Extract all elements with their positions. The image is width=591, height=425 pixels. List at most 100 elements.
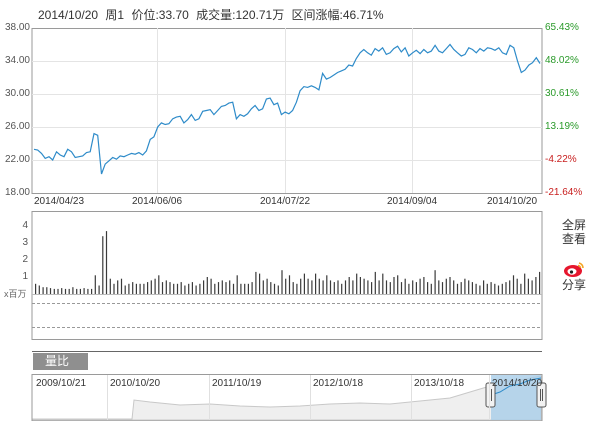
volume-bar <box>434 270 436 294</box>
volume-bar <box>505 282 507 294</box>
volume-bar <box>42 287 44 294</box>
volume-bar <box>348 277 350 294</box>
volume-bar <box>169 282 171 294</box>
volume-bar <box>415 282 417 294</box>
volume-bar <box>479 285 481 294</box>
volume-tick-label: 3 <box>22 237 28 248</box>
navigator-date-label: 2011/10/19 <box>212 378 262 389</box>
volume-bar <box>229 280 231 294</box>
date-tick-label: 2014/09/04 <box>387 196 438 207</box>
price-series <box>33 43 541 175</box>
volume-bar <box>524 273 526 294</box>
volume-bar <box>147 282 149 294</box>
volume-bar <box>326 275 328 294</box>
volume-bar <box>117 280 119 294</box>
volume-bar <box>217 282 220 294</box>
header-volume: 成交量:120.71万 <box>196 8 285 22</box>
volume-bar <box>72 287 74 294</box>
volume-bar <box>113 283 115 294</box>
volume-bar <box>363 278 365 294</box>
volume-bar <box>184 285 186 294</box>
volume-unit-label: x百万 <box>4 289 27 299</box>
volume-bar <box>374 271 376 294</box>
volume-bar <box>128 283 130 294</box>
fullscreen-button[interactable]: 全屏查看 <box>559 218 589 246</box>
volume-bar <box>333 282 335 294</box>
volume-bar <box>296 283 298 294</box>
volume-bar <box>423 277 425 294</box>
volume-bar <box>315 273 317 294</box>
volume-bar <box>49 288 52 294</box>
navigator-date-label: 2012/10/18 <box>313 378 364 389</box>
volume-bar <box>318 278 320 294</box>
volume-bar <box>438 280 440 294</box>
price-tick-label: 26.00 <box>4 121 30 132</box>
volume-bar <box>76 288 78 294</box>
volume-bar <box>210 278 212 294</box>
navigator-left-handle[interactable] <box>485 382 496 408</box>
volume-bar <box>520 283 522 294</box>
volume-bar <box>135 283 137 294</box>
percent-tick-label: 30.61% <box>545 88 579 99</box>
volume-tick-label: 2 <box>22 254 28 265</box>
navigator-right-handle[interactable] <box>536 382 547 408</box>
volume-bar <box>143 283 145 294</box>
volume-bar <box>490 282 492 294</box>
volume-ratio-tab[interactable]: 量比 <box>33 353 88 370</box>
volume-bar <box>412 280 414 294</box>
volume-bar <box>311 280 313 294</box>
navigator-date-label: 2014/10/20 <box>492 378 543 389</box>
navigator-selected-line <box>490 377 542 396</box>
volume-bar <box>64 288 67 294</box>
navigator-chart <box>32 375 547 421</box>
volume-bar <box>352 280 354 294</box>
volume-bar <box>57 288 59 294</box>
volume-bar <box>453 280 455 294</box>
volume-bar <box>38 285 40 294</box>
header-date: 2014/10/20 <box>38 8 99 22</box>
volume-bar <box>344 280 347 294</box>
header-range-change: 区间涨幅:46.71% <box>291 8 384 22</box>
volume-bar <box>270 282 272 294</box>
navigator-selection[interactable] <box>491 375 541 420</box>
info-bar: 2014/10/20 周1 价位:33.70 成交量:120.71万 区间涨幅:… <box>38 6 388 23</box>
volume-bar <box>87 288 89 294</box>
volume-bar <box>341 283 343 294</box>
date-tick-label: 2014/06/06 <box>132 196 183 207</box>
volume-bar <box>199 283 201 294</box>
volume-bar <box>337 280 339 294</box>
volume-bar <box>449 277 451 294</box>
volume-bar <box>180 282 182 294</box>
volume-bar <box>83 288 85 294</box>
volume-bar <box>273 283 276 294</box>
volume-bar <box>292 282 294 294</box>
volume-bar <box>464 278 466 294</box>
volume-bar <box>105 231 108 294</box>
price-line <box>33 43 541 175</box>
volume-bar <box>475 283 477 294</box>
volume-bar <box>497 285 500 294</box>
volume-bar <box>456 283 459 294</box>
price-tick-label: 38.00 <box>4 22 30 33</box>
volume-bar <box>79 288 81 294</box>
volume-bar <box>501 283 503 294</box>
volume-bar <box>102 236 104 294</box>
volume-bar <box>494 283 496 294</box>
price-panel-frame <box>31 28 543 194</box>
volume-tick-label: 1 <box>22 271 28 282</box>
share-button[interactable]: 分享 <box>559 260 589 292</box>
volume-bar <box>371 282 373 294</box>
volume-bars <box>32 231 542 295</box>
volume-bar <box>527 278 529 294</box>
volume-panel-frame <box>31 211 543 340</box>
volume-bar <box>445 278 447 294</box>
volume-bar <box>393 277 395 294</box>
volume-bar <box>389 282 391 294</box>
volume-bar <box>382 273 384 294</box>
volume-bar <box>427 282 429 294</box>
volume-bar <box>221 280 223 294</box>
volume-bar <box>539 271 541 294</box>
volume-bar <box>61 288 63 294</box>
volume-bar <box>214 283 216 294</box>
